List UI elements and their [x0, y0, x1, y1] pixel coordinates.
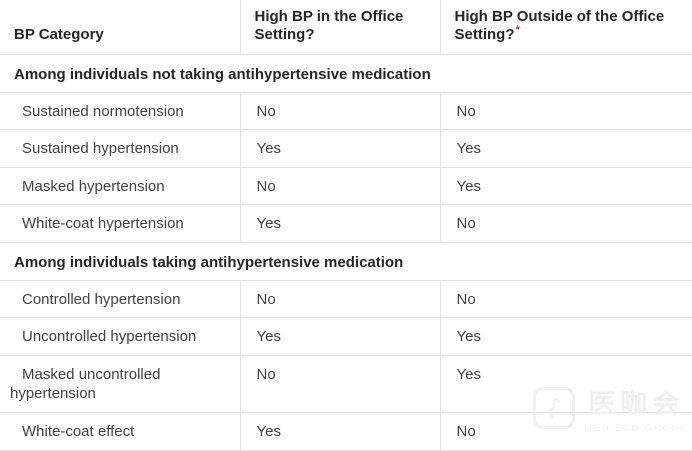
- office-bp-cell: No: [240, 355, 441, 413]
- bp-category-cell: Uncontrolled hypertension: [0, 317, 241, 356]
- bp-category-cell: White-coat hypertension: [0, 204, 241, 243]
- office-bp-cell: Yes: [240, 129, 441, 168]
- col-header-outside-label: High BP Outside of the Office Setting?: [454, 8, 665, 44]
- outside-bp-cell: Yes: [440, 167, 692, 206]
- outside-bp-cell: Yes: [440, 129, 692, 168]
- section-header-taking-medication: Among individuals taking antihypertensiv…: [0, 242, 692, 281]
- outside-bp-cell: No: [440, 92, 692, 131]
- table-header-row: BP Category High BP in the Office Settin…: [0, 0, 692, 55]
- table-row-sustained-normotension: Sustained normotension No No: [0, 92, 692, 131]
- table-row-controlled-hypertension: Controlled hypertension No No: [0, 280, 692, 319]
- outside-bp-cell: Yes: [440, 317, 692, 356]
- office-bp-cell: Yes: [240, 317, 441, 356]
- bp-category-cell: Controlled hypertension: [0, 280, 241, 319]
- bp-category-cell: White-coat effect: [0, 412, 241, 451]
- col-header-office: High BP in the Office Setting?: [240, 0, 441, 55]
- bp-category-cell: Masked hypertension: [0, 167, 241, 206]
- col-header-outside: High BP Outside of the Office Setting?*: [440, 0, 692, 55]
- outside-bp-cell: No: [440, 280, 692, 319]
- bp-category-cell: Masked uncontrolled hypertension: [0, 355, 241, 413]
- table-row-masked-uncontrolled-hypertension: Masked uncontrolled hypertension No Yes: [0, 355, 692, 413]
- outside-bp-cell: Yes: [440, 355, 692, 413]
- section-header-label: Among individuals not taking antihyperte…: [0, 54, 692, 93]
- footnote-asterisk: *: [515, 24, 520, 37]
- office-bp-cell: No: [240, 92, 441, 131]
- office-bp-cell: No: [240, 280, 441, 319]
- outside-bp-cell: No: [440, 204, 692, 243]
- table-row-white-coat-hypertension: White-coat hypertension Yes No: [0, 204, 692, 243]
- table-row-masked-hypertension: Masked hypertension No Yes: [0, 167, 692, 206]
- bp-category-cell: Sustained hypertension: [0, 129, 241, 168]
- table-row-uncontrolled-hypertension: Uncontrolled hypertension Yes Yes: [0, 317, 692, 356]
- table-row-sustained-hypertension: Sustained hypertension Yes Yes: [0, 129, 692, 168]
- section-header-not-taking-medication: Among individuals not taking antihyperte…: [0, 54, 692, 93]
- table-row-white-coat-effect: White-coat effect Yes No: [0, 412, 692, 451]
- office-bp-cell: Yes: [240, 412, 441, 451]
- office-bp-cell: Yes: [240, 204, 441, 243]
- outside-bp-cell: No: [440, 412, 692, 451]
- col-header-bp-category: BP Category: [0, 0, 241, 55]
- bp-category-cell: Sustained normotension: [0, 92, 241, 131]
- section-header-label: Among individuals taking antihypertensiv…: [0, 242, 692, 281]
- office-bp-cell: No: [240, 167, 441, 206]
